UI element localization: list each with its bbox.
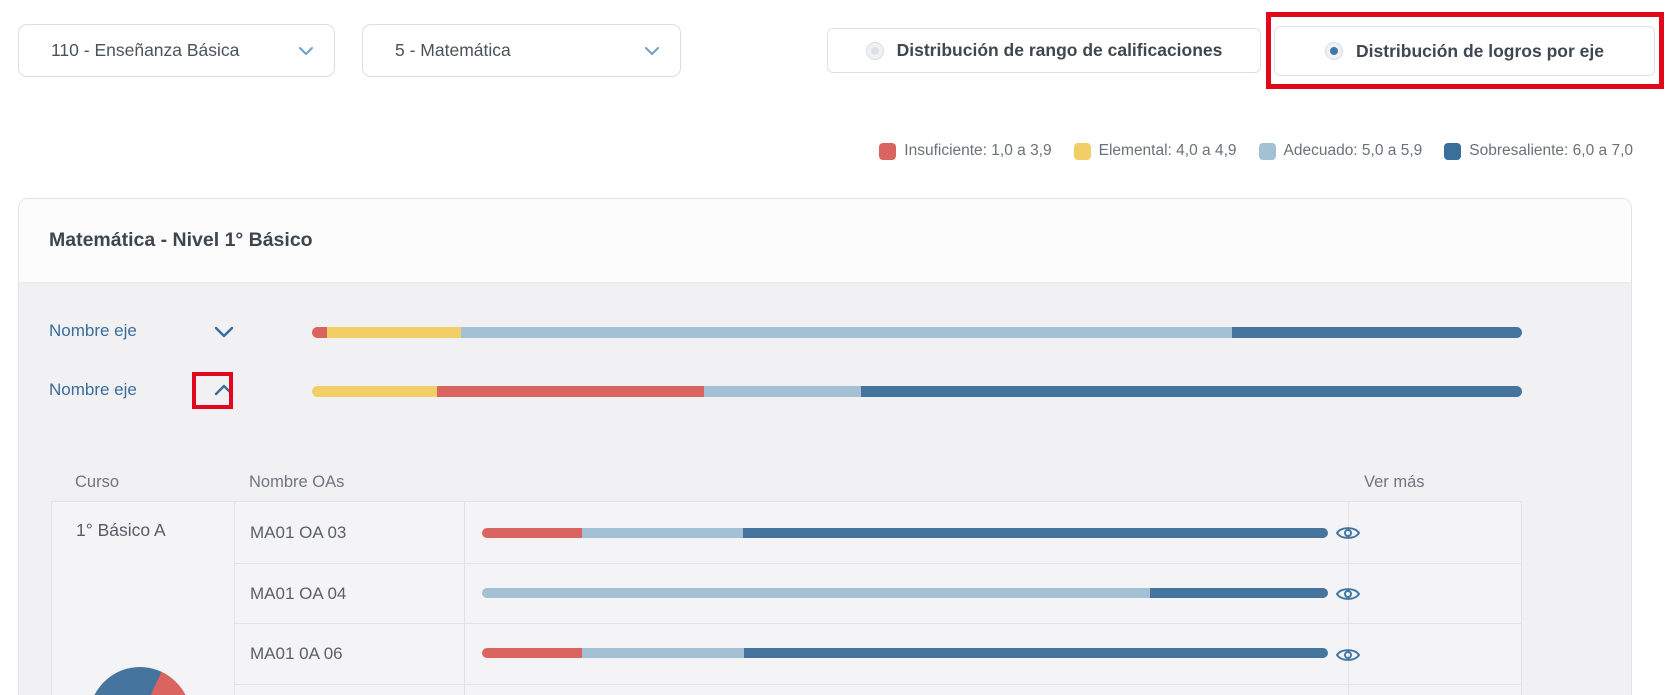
axis-2-distribution-bar (312, 386, 1522, 397)
oa-table: 1° Básico A MA01 OA 03 MA01 OA 04 MA01 0… (51, 501, 1522, 695)
bar-segment (460, 327, 1232, 338)
legend-swatch-elemental (1073, 142, 1091, 160)
axis-2-label[interactable]: Nombre eje (49, 380, 137, 399)
toggle-distribucion-calificaciones[interactable]: Distribución de rango de calificaciones (827, 28, 1261, 73)
bar-segment (312, 386, 437, 397)
legend-label: Insuficiente: 1,0 a 3,9 (904, 142, 1052, 159)
table-header-ver-mas: Ver más (1364, 473, 1425, 491)
bar-segment (1231, 327, 1522, 338)
curso-label: 1° Básico A (76, 520, 166, 540)
bar-segment (704, 386, 862, 397)
curso-pie-chart (89, 667, 191, 695)
axis-1-expand-chevron-down-icon[interactable] (213, 325, 235, 339)
bar-segment (482, 528, 582, 538)
toggle-label: Distribución de rango de calificaciones (896, 40, 1223, 60)
column-divider (464, 502, 465, 695)
legend-swatch-adecuado (1258, 142, 1276, 160)
axis-1-distribution-bar (312, 327, 1522, 338)
ver-mas-eye-icon[interactable] (1316, 641, 1380, 669)
oa-row-label: MA01 OA 03 (250, 523, 347, 542)
axis-1-label[interactable]: Nombre eje (49, 321, 137, 340)
toggle-label: Distribución de logros por eje (1356, 40, 1604, 61)
row-divider (234, 684, 1521, 685)
oa-row-label: MA01 0A 06 (250, 644, 343, 663)
toggle-distribucion-logros[interactable]: Distribución de logros por eje (1274, 26, 1655, 76)
bar-segment (482, 648, 582, 658)
card-header: Matemática - Nivel 1° Básico (19, 199, 1631, 283)
legend-swatch-sobresaliente (1444, 142, 1462, 160)
table-header-oas: Nombre OAs (249, 473, 345, 491)
axis-2-collapse-chevron-up-icon[interactable] (213, 383, 235, 397)
card-title: Matemática - Nivel 1° Básico (49, 229, 313, 251)
legend-item-elemental: Elemental: 4,0 a 4,9 (1073, 142, 1237, 160)
ver-mas-eye-icon[interactable] (1316, 519, 1380, 547)
radio-icon[interactable] (865, 41, 884, 60)
table-header-curso: Curso (75, 473, 120, 491)
oa-row-label: MA01 OA 04 (250, 584, 347, 603)
oa-row-bar (482, 528, 1328, 538)
bar-segment (482, 588, 1151, 598)
column-divider (234, 502, 235, 695)
chevron-down-icon (298, 46, 314, 56)
chevron-down-icon (644, 46, 660, 56)
subject-dropdown-value: 5 - Matemática (395, 40, 511, 60)
legend-label: Adecuado: 5,0 a 5,9 (1283, 142, 1423, 159)
bar-segment (742, 528, 1328, 538)
bar-segment (1150, 588, 1328, 598)
radio-icon[interactable] (1325, 42, 1344, 60)
level-dropdown[interactable]: 110 - Enseñanza Básica (18, 24, 335, 77)
oa-row-bar (482, 588, 1328, 598)
bar-segment (861, 386, 1522, 397)
legend-item-insuficiente: Insuficiente: 1,0 a 3,9 (879, 142, 1052, 160)
bar-segment (744, 648, 1328, 658)
oa-row-bar (482, 648, 1328, 658)
results-card: Matemática - Nivel 1° Básico Nombre eje … (18, 198, 1632, 695)
ver-mas-eye-icon[interactable] (1316, 580, 1380, 608)
legend-label: Sobresaliente: 6,0 a 7,0 (1469, 142, 1633, 159)
bar-segment (326, 327, 461, 338)
legend-swatch-insuficiente (879, 142, 897, 160)
bar-segment (581, 528, 743, 538)
bar-segment (312, 327, 327, 338)
bar-segment (436, 386, 705, 397)
legend-item-adecuado: Adecuado: 5,0 a 5,9 (1258, 142, 1423, 160)
subject-dropdown[interactable]: 5 - Matemática (362, 24, 681, 77)
row-divider (234, 623, 1521, 624)
bar-segment (581, 648, 745, 658)
level-dropdown-value: 110 - Enseñanza Básica (51, 40, 240, 60)
row-divider (234, 563, 1521, 564)
legend-label: Elemental: 4,0 a 4,9 (1098, 142, 1237, 159)
legend-item-sobresaliente: Sobresaliente: 6,0 a 7,0 (1444, 142, 1633, 160)
legend: Insuficiente: 1,0 a 3,9 Elemental: 4,0 a… (879, 142, 1633, 160)
